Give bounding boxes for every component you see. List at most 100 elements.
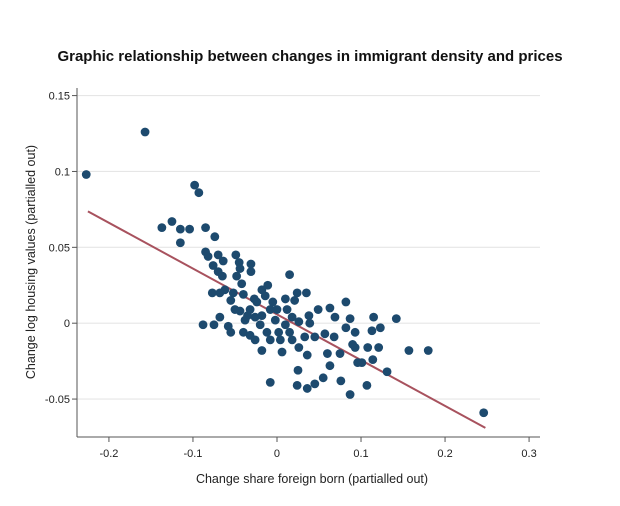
x-tick-label: 0.3: [521, 448, 536, 460]
data-point: [208, 261, 218, 270]
data-point: [252, 297, 262, 307]
data-point: [265, 335, 275, 345]
data-point: [255, 320, 265, 330]
data-point: [375, 323, 385, 333]
data-point: [367, 326, 377, 336]
data-point: [228, 288, 238, 298]
data-point: [240, 315, 250, 325]
data-point: [268, 297, 278, 307]
data-point: [198, 320, 208, 330]
data-point: [336, 376, 346, 386]
data-point: [215, 312, 225, 322]
data-point: [250, 312, 260, 322]
data-point: [272, 305, 282, 314]
y-tick-label: 0.15: [49, 91, 70, 103]
data-point: [274, 327, 284, 337]
x-axis-label: Change share foreign born (partialled ou…: [196, 472, 428, 486]
data-point: [404, 346, 414, 355]
data-point: [277, 347, 287, 357]
data-point: [320, 329, 330, 339]
data-point: [237, 279, 247, 289]
data-point: [238, 289, 248, 299]
data-point: [215, 288, 225, 298]
data-point: [238, 327, 248, 337]
data-point: [285, 270, 294, 280]
data-point: [246, 267, 256, 277]
data-point: [330, 312, 340, 322]
data-point: [479, 408, 489, 418]
data-point: [235, 264, 245, 273]
data-point: [382, 367, 392, 377]
data-point: [194, 188, 204, 198]
y-tick-label: 0.05: [49, 242, 70, 254]
data-point: [265, 305, 275, 314]
data-point: [374, 343, 384, 352]
data-point: [285, 327, 294, 337]
data-point: [368, 355, 378, 365]
data-point: [185, 224, 194, 234]
data-point: [257, 311, 267, 321]
data-point: [305, 318, 315, 328]
x-tick-label: 0: [274, 448, 280, 460]
data-point: [362, 381, 372, 390]
x-tick-label: 0.1: [353, 448, 368, 460]
data-points: [81, 127, 489, 418]
data-point: [231, 250, 241, 260]
data-point: [226, 327, 236, 337]
data-point: [265, 377, 275, 387]
data-point: [292, 381, 302, 390]
y-tick-label: 0.1: [55, 166, 70, 178]
data-point: [217, 271, 227, 281]
data-point: [310, 379, 320, 389]
data-point: [304, 311, 314, 321]
data-point: [302, 384, 312, 393]
data-point: [203, 252, 213, 261]
data-point: [310, 332, 320, 342]
x-tick-label: -0.2: [99, 448, 118, 460]
data-point: [329, 332, 339, 342]
data-point: [190, 180, 200, 190]
data-point: [313, 305, 323, 314]
data-point: [301, 288, 311, 298]
data-point: [290, 296, 300, 305]
data-point: [250, 335, 260, 345]
data-point: [391, 314, 401, 324]
data-point: [341, 297, 351, 307]
data-point: [363, 343, 373, 352]
data-point: [287, 312, 297, 322]
data-point: [140, 127, 150, 137]
data-point: [81, 170, 91, 179]
data-point: [293, 365, 303, 375]
data-point: [175, 238, 185, 248]
data-point: [292, 288, 302, 298]
data-point: [257, 346, 267, 355]
data-point: [207, 288, 217, 298]
data-point: [345, 390, 355, 399]
data-point: [280, 320, 290, 330]
data-point: [294, 343, 304, 352]
data-point: [341, 323, 351, 333]
data-point: [213, 250, 223, 260]
data-point: [302, 350, 312, 360]
data-point: [350, 327, 360, 337]
data-point: [325, 303, 335, 313]
data-point: [287, 335, 297, 345]
data-point: [280, 294, 290, 304]
y-tick-label: -0.05: [45, 394, 70, 406]
data-point: [282, 305, 292, 314]
data-point: [275, 335, 285, 345]
chart-title: Graphic relationship between changes in …: [57, 48, 563, 65]
data-point: [175, 224, 185, 234]
data-point: [230, 305, 240, 314]
data-point: [325, 361, 335, 371]
data-point: [226, 296, 236, 305]
y-axis-label: Change log housing values (partialled ou…: [24, 145, 38, 379]
data-point: [369, 312, 379, 322]
data-point: [246, 259, 256, 269]
data-point: [232, 271, 242, 281]
axes: 0.15 0.1 0.05 0 -0.05 -0.2 -0.1 0 0.1 0.2 0.3: [45, 88, 540, 460]
data-point: [335, 349, 345, 358]
x-tick-label: 0.2: [437, 448, 452, 460]
data-point: [201, 223, 210, 233]
